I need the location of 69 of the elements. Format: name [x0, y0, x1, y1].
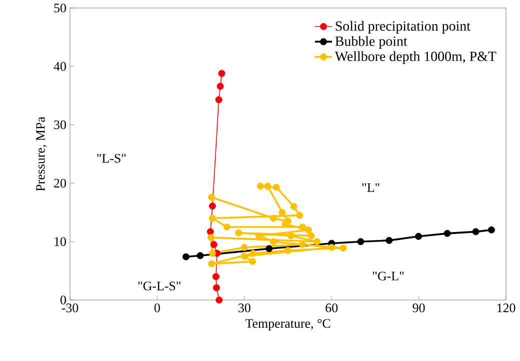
point — [284, 246, 292, 254]
y-tick-label: 30 — [54, 120, 66, 130]
y-tick-label: 50 — [54, 4, 66, 12]
point — [299, 224, 306, 230]
point — [249, 258, 256, 265]
point — [215, 96, 222, 104]
point — [196, 252, 204, 260]
point — [299, 241, 306, 248]
point — [278, 208, 286, 216]
point — [182, 253, 190, 260]
legend-label: Bubble point — [335, 36, 408, 49]
point — [444, 230, 451, 237]
point — [240, 244, 248, 251]
point — [208, 214, 216, 222]
point — [208, 260, 216, 268]
point — [216, 82, 224, 90]
annotation: "L-S" — [97, 154, 126, 163]
annotation: "G-L" — [373, 272, 404, 280]
point — [314, 238, 321, 246]
point — [386, 236, 393, 244]
point — [472, 228, 480, 236]
x-tick-label: 0 — [154, 304, 160, 312]
legend-label: Wellbore depth 1000m, P&T — [334, 51, 496, 64]
point — [488, 226, 495, 234]
point — [282, 220, 289, 228]
point — [296, 212, 304, 219]
point — [240, 252, 248, 260]
point — [213, 284, 220, 292]
y-tick-label: 10 — [54, 237, 66, 246]
x-tick-label: 60 — [326, 304, 338, 312]
point — [208, 202, 216, 210]
point — [207, 234, 214, 241]
x-tick-label: 120 — [497, 304, 516, 312]
point — [208, 250, 216, 257]
point — [270, 214, 277, 222]
point — [250, 250, 257, 257]
point — [304, 226, 312, 234]
point — [287, 232, 294, 240]
point — [328, 244, 336, 251]
point — [357, 238, 364, 246]
point — [272, 184, 280, 191]
point — [415, 232, 422, 240]
point — [216, 296, 223, 304]
point — [208, 194, 216, 201]
legend-label: Solid precipitation point — [336, 20, 470, 34]
x-tick-label: -30 — [62, 304, 78, 312]
x-tick-label: 30 — [238, 304, 250, 312]
annotation: "L" — [362, 183, 380, 192]
y-tick-label: 20 — [54, 178, 66, 188]
point — [270, 238, 277, 246]
y-axis-title: Pressure, MPa — [36, 116, 47, 192]
point — [264, 182, 272, 190]
point — [235, 229, 242, 236]
point — [255, 232, 262, 240]
annotation: "G-L-S" — [138, 282, 180, 290]
point — [210, 241, 218, 248]
point — [223, 224, 230, 230]
point — [256, 182, 264, 190]
point — [218, 70, 226, 77]
point — [212, 273, 220, 280]
point — [206, 228, 214, 236]
point — [290, 203, 298, 210]
x-axis-title: Temperature, °C — [245, 319, 330, 330]
point — [308, 232, 315, 240]
point — [340, 244, 347, 252]
point — [266, 245, 273, 252]
y-tick-label: 40 — [54, 62, 66, 71]
y-tick-label: 0 — [60, 296, 66, 304]
x-tick-label: 90 — [412, 304, 425, 312]
